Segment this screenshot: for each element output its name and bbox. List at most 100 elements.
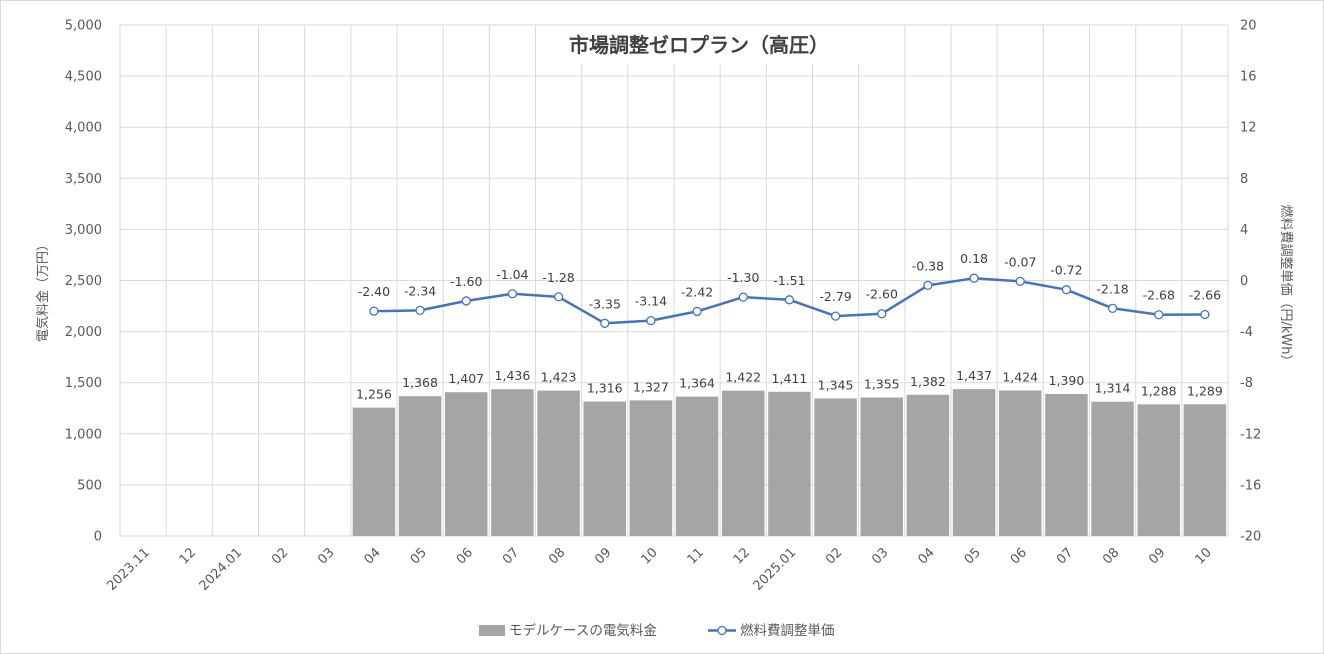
line-point: [461, 296, 471, 306]
y-tick-label: 1,500: [65, 376, 102, 391]
y2-axis-title: 燃料費調整単価（円/kWh）: [1278, 204, 1294, 367]
y2-tick-label: -4: [1240, 325, 1253, 340]
bar: [952, 389, 996, 536]
y-tick-label: 4,500: [65, 70, 102, 85]
bar-data-label: 1,437: [956, 368, 992, 383]
y-tick-label: 2,000: [65, 325, 102, 340]
line-data-label: 0.18: [960, 251, 988, 266]
line-point: [646, 315, 656, 326]
bar-data-label: 1,436: [495, 368, 531, 383]
chart-title-background: [537, 26, 861, 64]
bar: [629, 400, 673, 536]
bar: [768, 391, 811, 536]
line-data-label: -2.34: [404, 283, 436, 298]
bar-data-label: 1,256: [356, 387, 392, 402]
y2-tick-label: -8: [1240, 376, 1253, 391]
bar: [491, 389, 534, 536]
bar-series: [352, 389, 1227, 536]
bar: [1137, 404, 1180, 536]
line-point: [738, 292, 748, 302]
legend-bar-label: モデルケースの電気料金: [509, 622, 657, 639]
line-data-label: -2.68: [1143, 288, 1175, 303]
line-point: [1200, 309, 1210, 320]
bar: [1183, 404, 1227, 536]
bar: [999, 390, 1042, 536]
line-data-label: -3.35: [589, 296, 621, 311]
bar: [398, 396, 442, 536]
bar: [722, 390, 765, 536]
line-point: [877, 309, 887, 319]
bar-data-label: 1,364: [679, 376, 715, 391]
y2-tick-label: 0: [1240, 274, 1248, 289]
data-labels: 1,256 1,368 1,407 1,436 1,423 1,316 1,327 1,364…: [356, 251, 1223, 401]
line-data-label: -1.04: [496, 267, 528, 282]
bar-data-label: 1,411: [772, 371, 808, 386]
bar-data-label: 1,423: [541, 370, 577, 385]
bar-data-label: 1,368: [402, 375, 438, 390]
bar: [1045, 393, 1088, 536]
line-data-label: -2.79: [819, 289, 851, 304]
line-point: [830, 311, 841, 321]
y2-tick-label: 16: [1240, 70, 1257, 85]
bar: [906, 394, 950, 536]
line-data-label: -0.38: [912, 258, 944, 273]
bar: [352, 407, 396, 536]
bar-data-label: 1,424: [1002, 369, 1038, 384]
line-point: [369, 306, 379, 316]
bar-data-label: 1,289: [1187, 383, 1223, 398]
y-tick-label: 500: [77, 478, 102, 493]
bar-data-label: 1,422: [725, 370, 761, 385]
bar-data-label: 1,345: [818, 378, 854, 393]
bar-data-label: 1,382: [910, 374, 946, 389]
bar-data-label: 1,288: [1141, 383, 1177, 398]
y-tick-label: 5,000: [65, 19, 102, 34]
bar: [445, 392, 488, 536]
y2-tick-label: 8: [1240, 172, 1248, 187]
y-tick-label: 4,000: [65, 121, 102, 136]
line-data-label: -3.14: [635, 294, 667, 309]
line-point: [507, 289, 518, 299]
bar: [583, 401, 626, 536]
bar-data-label: 1,390: [1049, 373, 1085, 388]
y-tick-label: 3,000: [65, 223, 102, 238]
chart-title: 市場調整ゼロプラン（高圧）: [569, 33, 829, 57]
line-point: [1061, 285, 1072, 295]
y2-tick-label: 12: [1240, 121, 1257, 136]
y-axis-title: 電気料金（万円）: [35, 238, 51, 342]
y-tick-label: 2,500: [65, 274, 102, 289]
line-data-label: -1.30: [727, 270, 759, 285]
line-point: [784, 295, 795, 305]
line-data-label: -1.60: [450, 274, 482, 289]
legend-line-marker: [717, 625, 727, 636]
bar-data-label: 1,327: [633, 379, 669, 394]
line-point: [1154, 310, 1164, 320]
bar: [675, 396, 719, 536]
line-point: [600, 318, 610, 328]
bar: [1091, 401, 1134, 536]
line-point: [969, 273, 979, 283]
line-point: [1015, 276, 1025, 287]
bar-data-label: 1,407: [448, 371, 484, 386]
line-point: [923, 280, 933, 291]
legend-line-label: 燃料費調整単価: [740, 622, 835, 639]
legend: モデルケースの電気料金 燃料費調整単価: [479, 622, 835, 639]
y-tick-label: 1,000: [65, 427, 102, 442]
line-data-label: -2.18: [1096, 281, 1128, 296]
y2-tick-label: -20: [1240, 530, 1261, 545]
line-data-label: -2.40: [358, 284, 390, 299]
bar-data-label: 1,355: [864, 377, 900, 392]
y-tick-label: 0: [94, 530, 102, 545]
line-data-label: -1.51: [773, 273, 805, 288]
y2-tick-label: -12: [1240, 427, 1261, 442]
line-data-label: -1.28: [542, 270, 574, 285]
line-data-label: -2.66: [1189, 287, 1221, 302]
line-data-label: -0.72: [1050, 263, 1082, 278]
line-data-label: -2.42: [681, 284, 713, 299]
bar: [860, 397, 903, 536]
line-data-label: -2.60: [866, 287, 898, 302]
gridlines: [119, 24, 1229, 537]
y2-tick-label: 20: [1240, 19, 1257, 34]
